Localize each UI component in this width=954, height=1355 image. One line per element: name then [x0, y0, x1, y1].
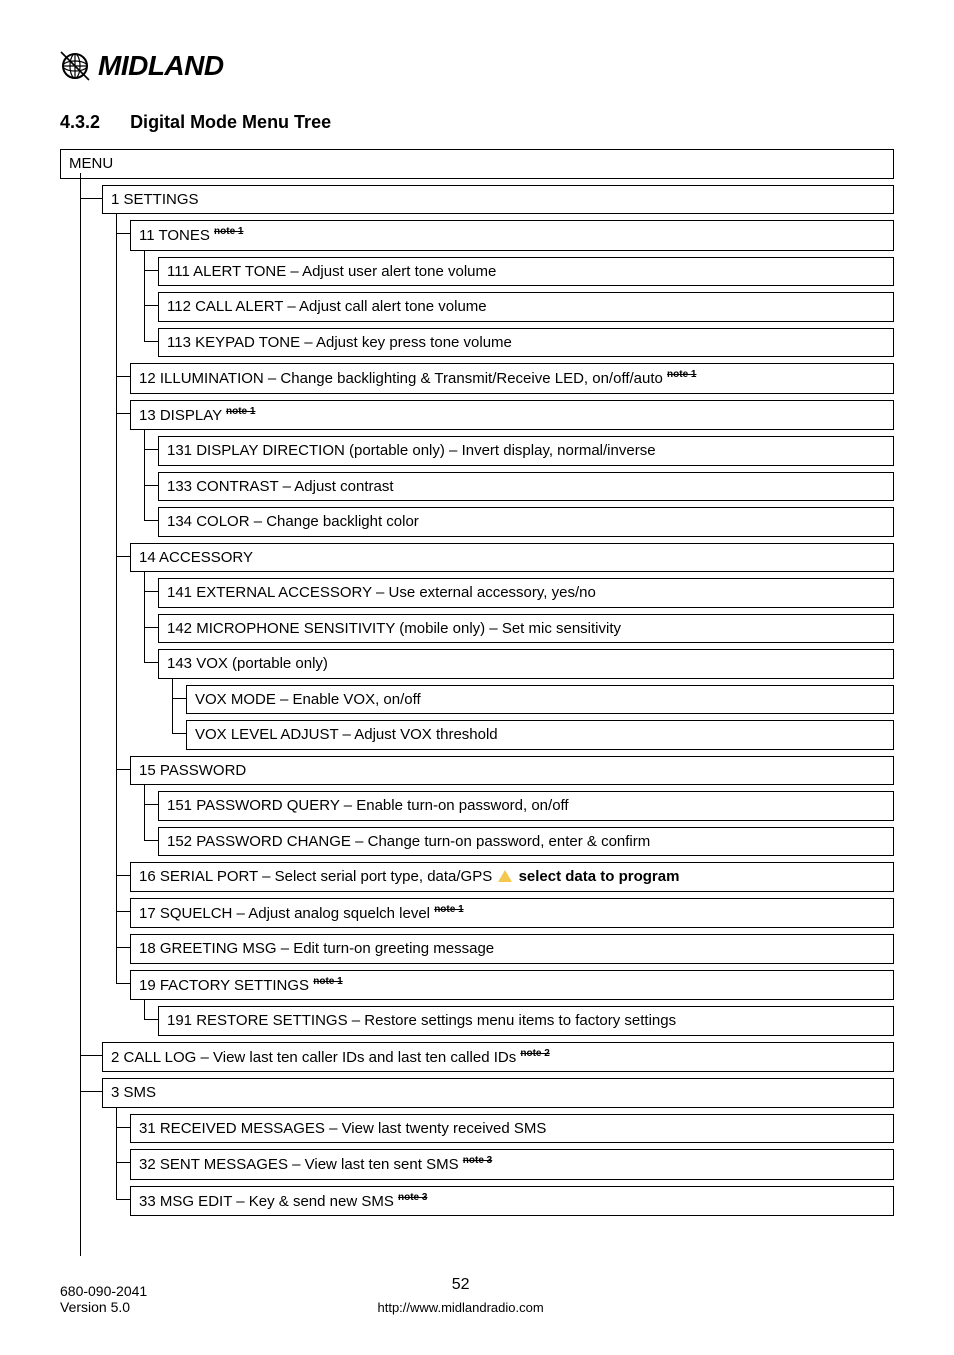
serial-box: 16 SERIAL PORT – Select serial port type…	[130, 862, 894, 892]
restore-box: 191 RESTORE SETTINGS – Restore settings …	[158, 1006, 894, 1036]
section-heading: 4.3.2 Digital Mode Menu Tree	[60, 112, 894, 133]
password-box: 15 PASSWORD	[130, 756, 894, 786]
warning-icon	[498, 870, 512, 882]
tones-box: 11 TONES note 1	[130, 220, 894, 251]
sms-box: 3 SMS	[102, 1078, 894, 1108]
node-recv-msg: 31 RECEIVED MESSAGES – View last twenty …	[130, 1114, 894, 1144]
node-factory: 19 FACTORY SETTINGS note 1 191 RESTORE S…	[130, 970, 894, 1036]
serial-label-a: 16 SERIAL PORT – Select serial port type…	[139, 868, 496, 885]
accessory-box: 14 ACCESSORY	[130, 543, 894, 573]
node-color: 134 COLOR – Change backlight color	[158, 507, 894, 537]
factory-note: note 1	[313, 976, 342, 987]
serial-label-b: select data to program	[514, 868, 679, 885]
node-restore: 191 RESTORE SETTINGS – Restore settings …	[158, 1006, 894, 1036]
footer-center: 52 http://www.midlandradio.com	[147, 1276, 774, 1315]
display-note: note 1	[226, 406, 255, 417]
node-disp-dir: 131 DISPLAY DIRECTION (portable only) – …	[158, 436, 894, 466]
factory-box: 19 FACTORY SETTINGS note 1	[130, 970, 894, 1001]
vox-level-box: VOX LEVEL ADJUST – Adjust VOX threshold	[186, 720, 894, 750]
node-sms: 3 SMS 31 RECEIVED MESSAGES – View last t…	[102, 1078, 894, 1216]
heading-number: 4.3.2	[60, 112, 100, 132]
squelch-box: 17 SQUELCH – Adjust analog squelch level…	[130, 898, 894, 929]
settings-box: 1 SETTINGS	[102, 185, 894, 215]
contrast-box: 133 CONTRAST – Adjust contrast	[158, 472, 894, 502]
logo-text: MIDLAND	[98, 50, 224, 82]
ext-acc-box: 141 EXTERNAL ACCESSORY – Use external ac…	[158, 578, 894, 608]
node-pw-query: 151 PASSWORD QUERY – Enable turn-on pass…	[158, 791, 894, 821]
node-accessory: 14 ACCESSORY 141 EXTERNAL ACCESSORY – Us…	[130, 543, 894, 750]
menu-root: MENU 1 SETTINGS 11 TONES note 1 111 ALER…	[60, 149, 894, 1216]
vox-mode-box: VOX MODE – Enable VOX, on/off	[186, 685, 894, 715]
node-tones: 11 TONES note 1 111 ALERT TONE – Adjust …	[130, 220, 894, 357]
node-illumination: 12 ILLUMINATION – Change backlighting & …	[130, 363, 894, 394]
illumination-label: 12 ILLUMINATION – Change backlighting & …	[139, 370, 667, 387]
node-vox-level: VOX LEVEL ADJUST – Adjust VOX threshold	[186, 720, 894, 750]
sent-msg-box: 32 SENT MESSAGES – View last ten sent SM…	[130, 1149, 894, 1180]
color-box: 134 COLOR – Change backlight color	[158, 507, 894, 537]
node-vox-mode: VOX MODE – Enable VOX, on/off	[186, 685, 894, 715]
node-keypad-tone: 113 KEYPAD TONE – Adjust key press tone …	[158, 328, 894, 358]
node-sent-msg: 32 SENT MESSAGES – View last ten sent SM…	[130, 1149, 894, 1180]
tones-note: note 1	[214, 226, 243, 237]
msg-edit-note: note 3	[398, 1192, 427, 1203]
node-vox: 143 VOX (portable only) VOX MODE – Enabl…	[158, 649, 894, 750]
node-greeting: 18 GREETING MSG – Edit turn-on greeting …	[130, 934, 894, 964]
node-mic-sens: 142 MICROPHONE SENSITIVITY (mobile only)…	[158, 614, 894, 644]
logo: MIDLAND	[60, 50, 894, 82]
page-number: 52	[147, 1276, 774, 1294]
node-ext-acc: 141 EXTERNAL ACCESSORY – Use external ac…	[158, 578, 894, 608]
node-alert-tone: 111 ALERT TONE – Adjust user alert tone …	[158, 257, 894, 287]
node-serial: 16 SERIAL PORT – Select serial port type…	[130, 862, 894, 892]
doc-number: 680-090-2041	[60, 1283, 147, 1299]
illumination-note: note 1	[667, 369, 696, 380]
pw-change-box: 152 PASSWORD CHANGE – Change turn-on pas…	[158, 827, 894, 857]
squelch-note: note 1	[434, 904, 463, 915]
display-box: 13 DISPLAY note 1	[130, 400, 894, 431]
node-password: 15 PASSWORD 151 PASSWORD QUERY – Enable …	[130, 756, 894, 857]
factory-label: 19 FACTORY SETTINGS	[139, 977, 313, 994]
node-pw-change: 152 PASSWORD CHANGE – Change turn-on pas…	[158, 827, 894, 857]
heading-text: Digital Mode Menu Tree	[130, 112, 331, 132]
illumination-box: 12 ILLUMINATION – Change backlighting & …	[130, 363, 894, 394]
pw-query-box: 151 PASSWORD QUERY – Enable turn-on pass…	[158, 791, 894, 821]
node-call-alert: 112 CALL ALERT – Adjust call alert tone …	[158, 292, 894, 322]
call-log-box: 2 CALL LOG – View last ten caller IDs an…	[102, 1042, 894, 1073]
mic-sens-box: 142 MICROPHONE SENSITIVITY (mobile only)…	[158, 614, 894, 644]
vox-box: 143 VOX (portable only)	[158, 649, 894, 679]
sent-msg-label: 32 SENT MESSAGES – View last ten sent SM…	[139, 1156, 463, 1173]
footer-url: http://www.midlandradio.com	[147, 1300, 774, 1315]
tones-label: 11 TONES	[139, 227, 214, 244]
node-call-log: 2 CALL LOG – View last ten caller IDs an…	[102, 1042, 894, 1073]
keypad-tone-box: 113 KEYPAD TONE – Adjust key press tone …	[158, 328, 894, 358]
squelch-label: 17 SQUELCH – Adjust analog squelch level	[139, 905, 434, 922]
disp-dir-box: 131 DISPLAY DIRECTION (portable only) – …	[158, 436, 894, 466]
node-display: 13 DISPLAY note 1 131 DISPLAY DIRECTION …	[130, 400, 894, 537]
display-label: 13 DISPLAY	[139, 407, 226, 424]
sent-msg-note: note 3	[463, 1155, 492, 1166]
greeting-box: 18 GREETING MSG – Edit turn-on greeting …	[130, 934, 894, 964]
call-log-note: note 2	[520, 1048, 549, 1059]
node-msg-edit: 33 MSG EDIT – Key & send new SMS note 3	[130, 1186, 894, 1217]
node-squelch: 17 SQUELCH – Adjust analog squelch level…	[130, 898, 894, 929]
recv-msg-box: 31 RECEIVED MESSAGES – View last twenty …	[130, 1114, 894, 1144]
globe-icon	[60, 51, 90, 81]
msg-edit-label: 33 MSG EDIT – Key & send new SMS	[139, 1193, 398, 1210]
node-contrast: 133 CONTRAST – Adjust contrast	[158, 472, 894, 502]
node-settings: 1 SETTINGS 11 TONES note 1 111 ALERT TON…	[102, 185, 894, 1036]
call-alert-box: 112 CALL ALERT – Adjust call alert tone …	[158, 292, 894, 322]
footer-left: 680-090-2041 Version 5.0	[60, 1283, 147, 1315]
menu-box: MENU	[60, 149, 894, 179]
page-footer: 680-090-2041 Version 5.0 52 http://www.m…	[60, 1276, 894, 1315]
msg-edit-box: 33 MSG EDIT – Key & send new SMS note 3	[130, 1186, 894, 1217]
call-log-label: 2 CALL LOG – View last ten caller IDs an…	[111, 1049, 520, 1066]
doc-version: Version 5.0	[60, 1299, 147, 1315]
alert-tone-box: 111 ALERT TONE – Adjust user alert tone …	[158, 257, 894, 287]
